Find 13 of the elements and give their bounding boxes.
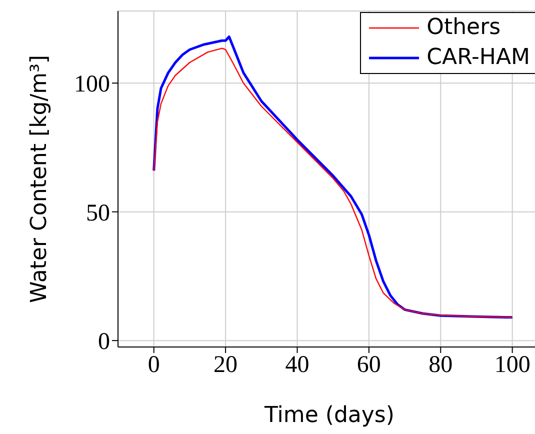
- y-tick-label: 50: [86, 200, 110, 226]
- y-tick-label: 100: [74, 72, 110, 98]
- legend-label: CAR-HAM: [426, 44, 530, 72]
- x-tick-label: 60: [356, 352, 381, 378]
- x-tick-label: 20: [214, 352, 238, 378]
- y-tick-label: 0: [98, 329, 110, 356]
- y-axis-title: Water Content [kg/m³]: [26, 54, 52, 304]
- x-tick-label: 40: [285, 352, 310, 378]
- x-tick-label: 0: [148, 352, 160, 378]
- x-axis-title: Time (days): [264, 403, 394, 428]
- legend-label: Others: [426, 14, 501, 42]
- x-tick-label: 80: [428, 352, 453, 378]
- x-tick-label: 100: [494, 352, 530, 378]
